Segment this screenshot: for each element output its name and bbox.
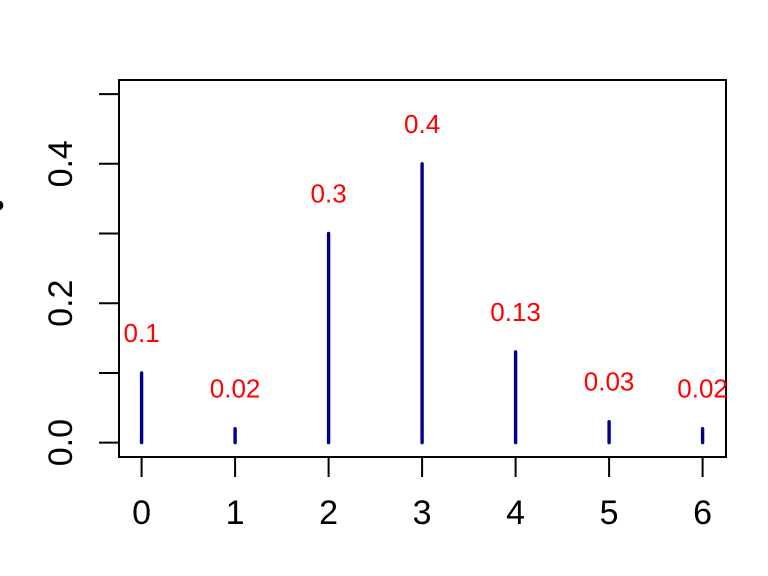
svg-text:0.13: 0.13 <box>490 297 541 327</box>
svg-text:2: 2 <box>319 494 338 532</box>
svg-text:1: 1 <box>226 494 245 532</box>
svg-text:0.3: 0.3 <box>311 179 347 209</box>
svg-text:0.4: 0.4 <box>404 109 440 139</box>
svg-text:0.02: 0.02 <box>677 374 728 404</box>
svg-text:0: 0 <box>132 494 151 532</box>
svg-text:5: 5 <box>600 494 619 532</box>
svg-text:0.4: 0.4 <box>42 140 80 187</box>
svg-text:6: 6 <box>693 494 712 532</box>
svg-text:3: 3 <box>413 494 432 532</box>
svg-text:0.03: 0.03 <box>584 367 635 397</box>
svg-text:0.0: 0.0 <box>42 419 80 466</box>
svg-text:0.2: 0.2 <box>42 280 80 327</box>
svg-text:4: 4 <box>506 494 525 532</box>
svg-text:0.1: 0.1 <box>124 318 160 348</box>
svg-text:0.02: 0.02 <box>210 374 261 404</box>
